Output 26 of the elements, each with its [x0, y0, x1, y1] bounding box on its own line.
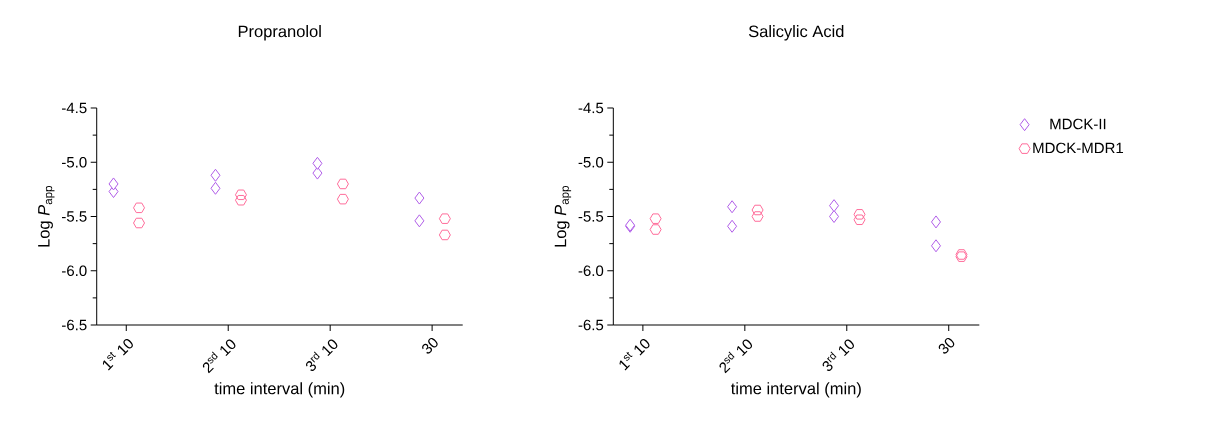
- chart-title: Propranolol: [238, 25, 321, 41]
- x-tick-label: 1$^{st}$ 10: [102, 338, 133, 371]
- x-tick-label: 2$^{sd}$ 10: [202, 339, 236, 374]
- y-tick-label: -6.0: [578, 265, 604, 277]
- x-tick-label: 3$^{rd}$ 10: [822, 339, 854, 372]
- y-axis-title: Log P$_{app}$: [554, 186, 572, 247]
- y-tick-label: -6.0: [62, 265, 87, 277]
- y-tick-label: -4.5: [62, 102, 87, 114]
- x-tick-label: 2$^{sd}$ 10: [719, 339, 753, 374]
- x-tick-label: 1$^{st}$ 10: [619, 338, 650, 371]
- y-tick-label: -4.5: [578, 102, 604, 114]
- y-tick-label: -6.5: [62, 319, 87, 331]
- legend-label: MDCK-II: [1050, 118, 1106, 130]
- x-axis-title: time interval (min): [214, 382, 345, 398]
- y-tick-label: -5.0: [578, 156, 604, 168]
- chart-title: Salicylic Acid: [748, 25, 844, 41]
- y-tick-label: -5.5: [62, 211, 87, 222]
- y-tick-label: -6.5: [578, 319, 604, 331]
- x-tick-label: 30: [938, 337, 955, 354]
- x-axis-title: time interval (min): [731, 382, 861, 398]
- x-tick-label: 3$^{rd}$ 10: [305, 339, 338, 372]
- y-axis-title: Log P$_{app}$: [38, 186, 55, 247]
- y-tick-label: -5.5: [578, 211, 604, 222]
- legend-label: MDCK-MDR1: [1033, 142, 1124, 154]
- x-tick-label: 30: [422, 337, 438, 354]
- y-tick-label: -5.0: [62, 156, 87, 168]
